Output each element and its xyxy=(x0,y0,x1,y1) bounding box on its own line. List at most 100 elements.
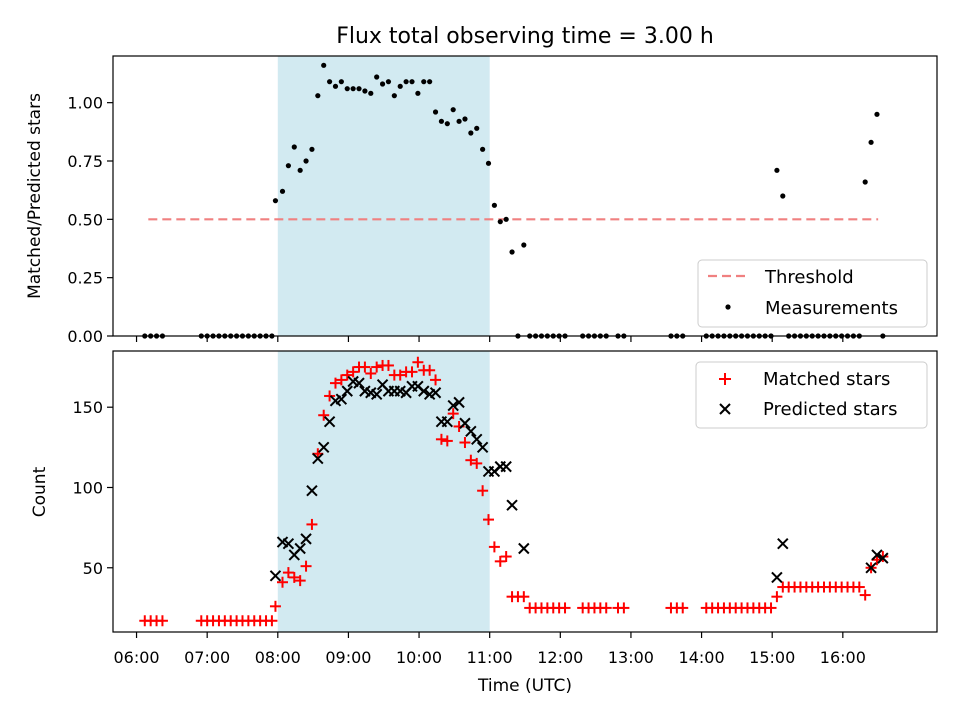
matched-star-point xyxy=(329,377,341,389)
measurement-point xyxy=(403,79,409,85)
predicted-star-point xyxy=(459,417,471,429)
matched-star-point xyxy=(771,591,783,603)
measurement-point xyxy=(332,83,339,89)
legend-matched-label: Matched stars xyxy=(763,369,890,390)
matched-star-point xyxy=(765,602,777,614)
y-axis-ticks-bottom: 50 100 150 xyxy=(72,398,113,578)
predicted-star-point xyxy=(865,562,877,574)
x-tick-label: 11:00 xyxy=(467,648,513,667)
predicted-star-point xyxy=(777,537,789,550)
matched-star-point xyxy=(306,518,318,530)
measurement-point xyxy=(362,88,368,94)
predicted-star-point xyxy=(476,441,489,454)
measurement-point xyxy=(309,146,315,152)
x-tick-label: 07:00 xyxy=(184,648,230,667)
matched-star-point xyxy=(500,551,512,563)
matched-star-point xyxy=(335,374,347,386)
matched-star-point xyxy=(471,457,483,469)
matched-star-point xyxy=(294,575,306,587)
matched-star-point xyxy=(459,437,471,449)
predicted-star-point xyxy=(771,571,783,584)
predicted-star-point xyxy=(370,388,383,401)
measurement-point xyxy=(485,160,492,166)
predicted-stars-points xyxy=(269,375,889,584)
measurement-point xyxy=(780,193,786,199)
measurement-point xyxy=(315,93,321,99)
predicted-star-point xyxy=(441,415,454,428)
x-axis-ticks-bottom: 06:00 07:00 08:00 09:00 10:00 11:00 12:00 13:00… xyxy=(113,632,866,667)
predicted-star-point xyxy=(447,399,459,412)
predicted-star-point xyxy=(282,537,295,550)
legend-measurements-label: Measurements xyxy=(765,298,898,319)
observing-window-shade xyxy=(277,56,490,336)
y-tick-label: 150 xyxy=(72,398,103,417)
legend-threshold-label: Threshold xyxy=(764,267,854,288)
predicted-star-point xyxy=(335,393,348,405)
matched-star-point xyxy=(488,541,500,553)
x-tick-label: 10:00 xyxy=(396,648,442,667)
matched-star-point xyxy=(288,571,300,583)
legend-predicted-swatch xyxy=(719,403,731,415)
matched-star-point xyxy=(559,602,571,614)
predicted-star-point xyxy=(871,549,883,561)
legend-measurements-swatch xyxy=(725,304,731,310)
measurement-point xyxy=(497,219,503,225)
legend-matched-swatch xyxy=(719,373,731,385)
matched-star-point xyxy=(371,361,383,373)
matched-star-point xyxy=(859,589,871,601)
matched-star-point xyxy=(269,600,281,612)
legend-predicted-label: Predicted stars xyxy=(763,399,897,420)
measurement-point xyxy=(350,86,356,92)
matched-star-point xyxy=(300,560,312,572)
legend-bottom-box xyxy=(695,361,928,429)
measurement-point xyxy=(409,79,415,85)
measurement-point xyxy=(874,111,880,117)
measurement-point xyxy=(427,79,433,85)
predicted-star-point xyxy=(506,499,518,511)
predicted-star-point xyxy=(453,396,465,409)
matched-star-point xyxy=(441,435,453,447)
predicted-star-point xyxy=(312,452,324,465)
matched-star-point xyxy=(412,356,424,368)
measurement-point xyxy=(397,83,403,89)
measurement-point xyxy=(356,86,362,92)
matched-star-point xyxy=(494,555,506,567)
matched-star-point xyxy=(359,361,371,373)
measurement-point xyxy=(285,163,291,169)
matched-star-point xyxy=(394,369,406,381)
matched-star-point xyxy=(465,454,477,466)
matched-star-point xyxy=(277,576,289,588)
predicted-star-point xyxy=(518,542,530,555)
measurement-point xyxy=(272,198,279,204)
x-tick-label: 12:00 xyxy=(537,648,583,667)
y-axis-label-top: Matched/Predicted stars xyxy=(25,93,45,299)
measurement-point xyxy=(462,116,468,122)
measurement-point xyxy=(321,62,327,68)
measurement-point xyxy=(521,242,527,248)
matched-star-point xyxy=(435,433,447,445)
measurement-point xyxy=(379,81,386,87)
predicted-star-point xyxy=(500,460,512,473)
measurement-point xyxy=(509,249,515,255)
measurement-point xyxy=(474,125,480,131)
matched-star-point xyxy=(318,409,330,421)
y-tick-label: 0.00 xyxy=(67,327,103,346)
matched-star-point xyxy=(156,615,168,627)
predicted-star-point xyxy=(418,385,430,397)
y-axis-label-bottom: Count xyxy=(30,466,50,517)
y-tick-label: 0.25 xyxy=(67,269,103,288)
measurement-point xyxy=(368,90,374,96)
predicted-star-point xyxy=(353,377,365,389)
matched-star-point xyxy=(618,602,630,614)
matched-stars-points xyxy=(139,356,889,627)
measurement-point xyxy=(297,167,303,173)
predicted-star-point xyxy=(429,387,442,399)
measurement-point xyxy=(291,144,297,150)
y-axis-ticks-top: 0.00 0.25 0.50 0.75 1.00 xyxy=(67,94,113,346)
predicted-star-point xyxy=(471,433,483,446)
measurement-point xyxy=(303,158,309,164)
predicted-star-point xyxy=(300,533,312,545)
ratio-panel-frame xyxy=(112,55,938,337)
matched-star-point xyxy=(424,364,436,376)
predicted-star-point xyxy=(323,415,336,428)
